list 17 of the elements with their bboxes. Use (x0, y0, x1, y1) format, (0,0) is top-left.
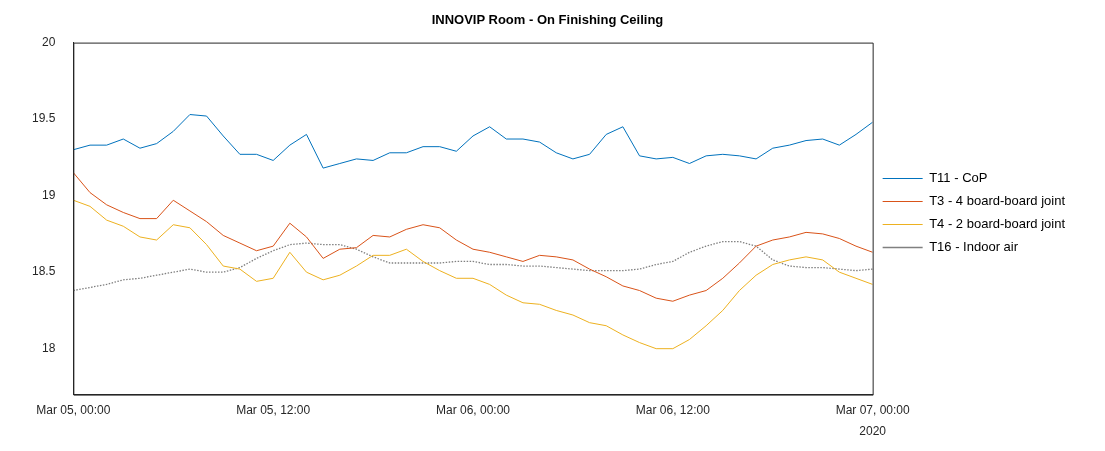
x-tick-label: Mar 06, 00:00 (435, 403, 511, 418)
legend-label: T11 - CoP (929, 170, 988, 186)
legend-label: T4 - 2 board-board joint (929, 216, 1066, 232)
x-tick-label: Mar 05, 12:00 (236, 403, 311, 418)
x-tick-label: Mar 06, 12:00 (635, 403, 711, 418)
y-tick-label: 18 (42, 341, 56, 355)
x-tick-label: Mar 05, 00:00 (36, 403, 111, 418)
y-tick-label: 18.5 (32, 264, 56, 279)
legend-label: T3 - 4 board-board joint (929, 193, 1066, 209)
legend-label: T16 - Indoor air (929, 239, 1019, 255)
x-tick-label: Mar 07, 00:00 (835, 403, 910, 418)
y-tick-label: 20 (42, 34, 56, 49)
y-tick-label: 19 (42, 187, 56, 202)
y-tick-label: 19.5 (32, 111, 56, 126)
text: 2020 (859, 423, 887, 438)
line-series (73, 240, 873, 292)
chart-title: INNOVIP Room - On Finishing Ceiling (431, 12, 664, 28)
